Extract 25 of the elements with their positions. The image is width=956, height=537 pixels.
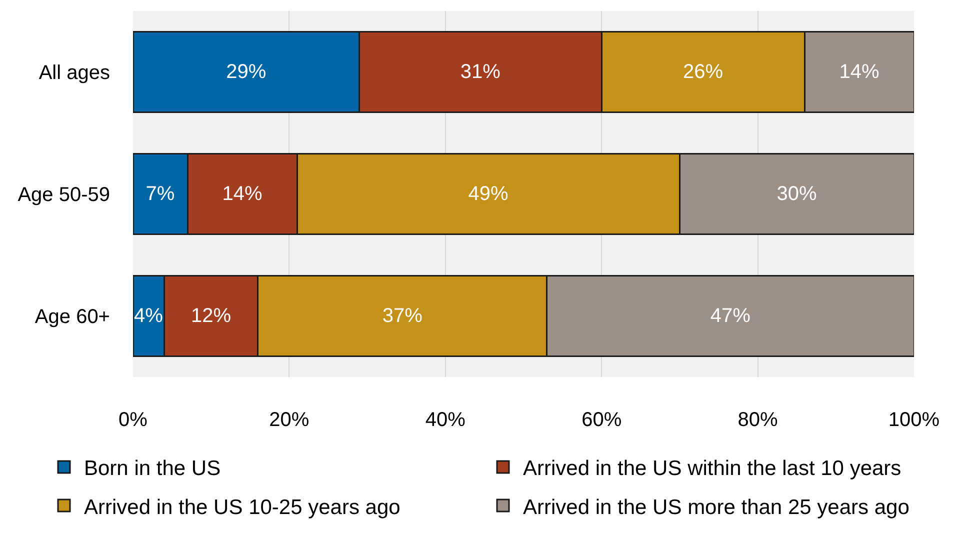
data-label: 12%: [190, 305, 232, 327]
data-label: 26%: [683, 61, 724, 83]
x-tick-label: 20%: [269, 409, 310, 431]
data-label: 29%: [226, 61, 266, 83]
x-tick-label: 0%: [118, 409, 148, 431]
data-label: 14%: [839, 61, 880, 83]
y-tick-label: All ages: [38, 62, 110, 84]
data-label: 49%: [468, 183, 508, 205]
data-label: 31%: [460, 61, 501, 83]
legend-label: Born in the US: [84, 457, 221, 480]
x-tick-label: 100%: [888, 409, 940, 431]
x-tick-label: 60%: [582, 409, 622, 431]
y-tick-label: Age 50-59: [18, 184, 110, 206]
x-tick-label: 40%: [425, 409, 466, 431]
data-label: 47%: [710, 305, 751, 327]
legend-label: Arrived in the US within the last 10 years: [523, 457, 902, 480]
legend-label: Arrived in the US more than 25 years ago: [523, 496, 910, 519]
data-label: 14%: [222, 183, 262, 205]
data-label: 7%: [146, 183, 175, 205]
data-label: 4%: [134, 305, 164, 327]
y-tick-label: Age 60+: [34, 306, 110, 328]
data-label: 37%: [382, 305, 423, 327]
x-tick-label: 80%: [738, 409, 778, 431]
legend-label: Arrived in the US 10-25 years ago: [84, 496, 400, 519]
data-label: 30%: [776, 183, 817, 205]
